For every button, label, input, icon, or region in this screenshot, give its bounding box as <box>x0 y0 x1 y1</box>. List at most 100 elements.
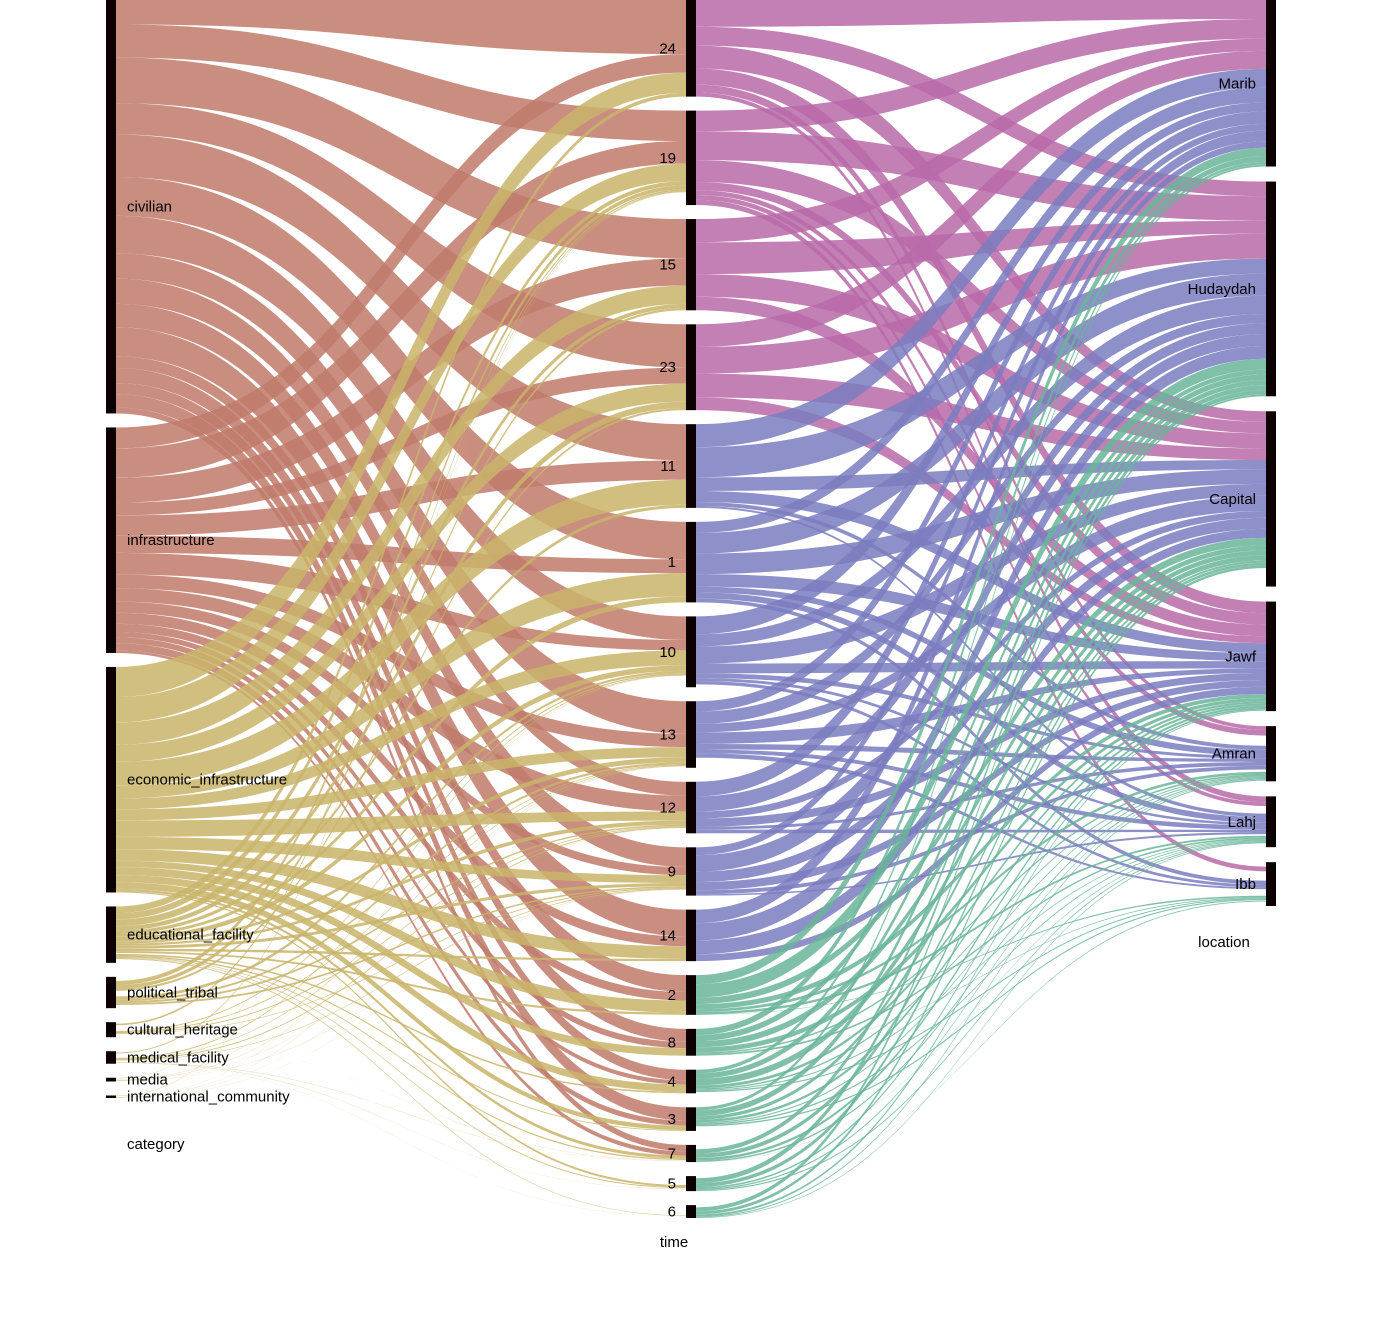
ribbon-tl-11-3 <box>696 694 1266 1010</box>
ribbon-ct-1-11 <box>116 623 686 1001</box>
ribbon-tl-13-6 <box>696 898 1266 1093</box>
ribbon-ct-0-8 <box>116 278 686 796</box>
label-location-Hudaydah: Hudaydah <box>1188 281 1256 298</box>
ribbon-ct-0-0 <box>116 0 686 55</box>
bar-time-4 <box>686 1069 696 1094</box>
label-time-9: 9 <box>668 863 676 880</box>
ribbon-tl-14-2 <box>696 555 1266 1120</box>
label-time-7: 7 <box>668 1146 676 1163</box>
bar-time-6 <box>686 1205 696 1218</box>
ribbon-ct-5-7 <box>116 764 686 1033</box>
ribbon-tl-2-0 <box>696 38 1266 243</box>
ribbon-ct-3-17 <box>116 958 686 1216</box>
label-time-19: 19 <box>659 150 676 167</box>
ribbon-ct-4-6 <box>116 670 686 1000</box>
ribbon-ct-3-16 <box>116 957 686 1189</box>
label-category-economic_infrastructure: economic_infrastructure <box>127 772 287 789</box>
ribbon-tl-10-0 <box>696 141 1266 924</box>
ribbon-ct-2-5 <box>116 573 686 799</box>
label-time-8: 8 <box>668 1034 676 1051</box>
ribbon-ct-4-8 <box>116 824 686 1004</box>
ribbon-tl-11-5 <box>696 835 1266 1015</box>
ribbon-tl-3-1 <box>696 233 1266 374</box>
ribbon-ct-2-12 <box>116 867 686 1056</box>
ribbon-tl-15-5 <box>696 840 1266 1163</box>
ribbon-tl-12-0 <box>696 156 1266 1036</box>
ribbon-tl-5-4 <box>696 586 1266 756</box>
ribbon-ct-0-11 <box>116 356 686 992</box>
label-category-media: media <box>127 1072 169 1089</box>
ribbon-ct-5-1 <box>116 189 686 1026</box>
ribbon-tl-17-1 <box>696 394 1266 1212</box>
ribbon-ct-6-1 <box>116 190 686 1054</box>
ribbon-ct-1-9 <box>116 601 686 876</box>
bar-time-9 <box>686 847 696 896</box>
ribbons-category-time <box>116 0 686 1217</box>
ribbon-tl-14-1 <box>696 380 1266 1117</box>
bar-time-11 <box>686 424 696 508</box>
ribbon-tl-13-3 <box>696 701 1266 1089</box>
ribbon-tl-15-3 <box>696 705 1266 1161</box>
ribbon-ct-4-1 <box>116 185 686 986</box>
ribbon-ct-1-1 <box>116 141 686 478</box>
ribbon-ct-8-1 <box>116 192 686 1096</box>
label-time-6: 6 <box>668 1204 676 1221</box>
label-time-3: 3 <box>668 1111 676 1128</box>
label-time-2: 2 <box>668 987 676 1004</box>
ribbon-ct-8-7 <box>116 766 686 1098</box>
bar-time-13 <box>686 701 696 768</box>
ribbon-tl-9-5 <box>696 832 1266 896</box>
bar-time-5 <box>686 1176 696 1192</box>
bar-location-Ibb <box>1266 862 1276 906</box>
label-time-5: 5 <box>668 1176 676 1193</box>
bar-time-8 <box>686 1028 696 1056</box>
bar-category-political_tribal <box>106 976 116 1009</box>
ribbon-tl-12-5 <box>696 837 1266 1056</box>
label-category-political_tribal: political_tribal <box>127 985 218 1002</box>
ribbon-tl-11-1 <box>696 358 1266 998</box>
ribbon-tl-7-2 <box>696 495 1266 733</box>
ribbon-ct-3-9 <box>116 883 686 949</box>
ribbon-ct-6-15 <box>116 1062 686 1161</box>
ribbon-ct-2-7 <box>116 747 686 821</box>
ribbon-ct-1-6 <box>116 552 686 651</box>
label-category-medical_facility: medical_facility <box>127 1049 229 1066</box>
ribbon-ct-3-14 <box>116 955 686 1131</box>
bar-location-Hudaydah <box>1266 181 1276 397</box>
ribbon-tl-7-1 <box>696 313 1266 724</box>
ribbon-tl-17-3 <box>696 709 1266 1217</box>
ribbon-ct-6-8 <box>116 826 686 1061</box>
label-time-24: 24 <box>659 40 676 57</box>
bar-time-3 <box>686 1107 696 1131</box>
ribbon-ct-2-10 <box>116 849 686 959</box>
ribbon-tl-12-2 <box>696 545 1266 1048</box>
ribbon-tl-16-4 <box>696 779 1266 1190</box>
ribbon-ct-6-7 <box>116 765 686 1060</box>
ribbon-ct-4-7 <box>116 762 686 1002</box>
bar-location-Lahj <box>1266 796 1276 848</box>
ribbon-tl-7-0 <box>696 111 1266 712</box>
ribbon-tl-3-0 <box>696 50 1266 347</box>
label-time-11: 11 <box>660 458 676 475</box>
ribbon-ct-2-16 <box>116 891 686 1188</box>
ribbon-ct-4-9 <box>116 886 686 1005</box>
ribbons-time-location <box>696 0 1266 1218</box>
ribbon-tl-15-2 <box>696 560 1266 1158</box>
ribbon-tl-14-4 <box>696 776 1266 1124</box>
ribbon-ct-2-4 <box>116 479 686 786</box>
ribbon-tl-4-4 <box>696 501 1266 750</box>
ribbon-ct-0-14 <box>116 394 686 1121</box>
label-time-13: 13 <box>659 727 676 744</box>
ribbon-tl-6-1 <box>696 295 1266 647</box>
ribbon-ct-3-0 <box>116 92 686 914</box>
ribbon-ct-7-6 <box>116 675 686 1081</box>
ribbon-ct-3-10 <box>116 948 686 962</box>
label-category-infrastructure: infrastructure <box>127 532 215 549</box>
ribbon-tl-9-4 <box>696 765 1266 895</box>
bar-category-educational_facility <box>106 906 116 963</box>
ribbon-tl-13-5 <box>696 839 1266 1091</box>
ribbon-tl-14-6 <box>696 899 1266 1127</box>
ribbon-tl-10-3 <box>696 686 1266 962</box>
ribbon-tl-11-4 <box>696 771 1266 1013</box>
